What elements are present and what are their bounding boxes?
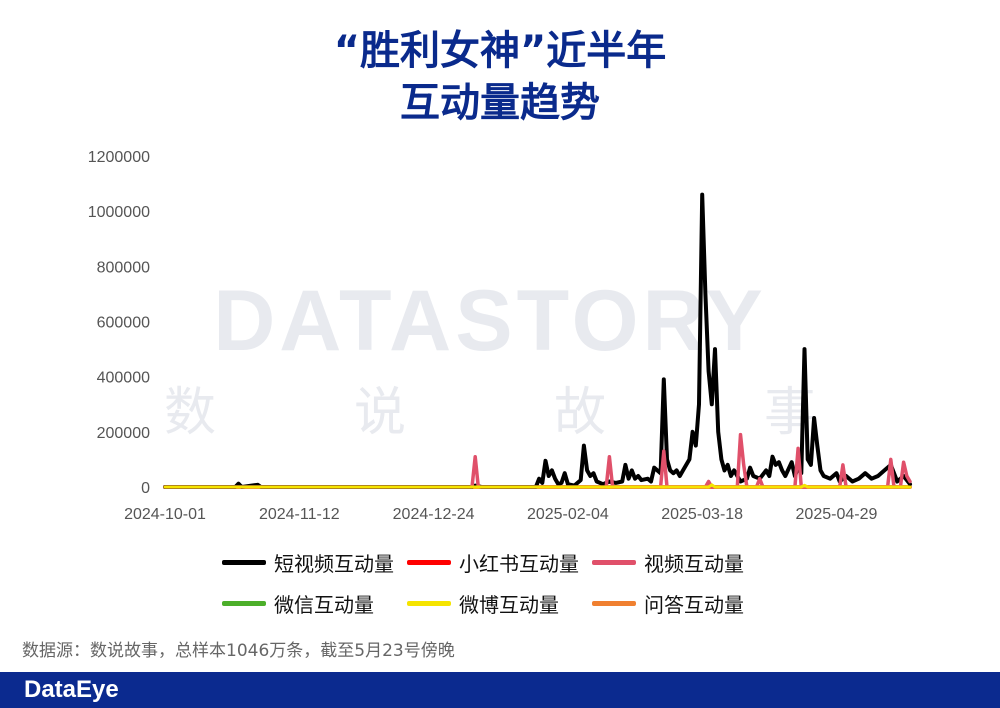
legend-item: 微信互动量 [222,589,407,618]
legend-label: 问答互动量 [644,593,744,617]
series-line-4 [163,483,912,489]
brand-logo: DataEye [24,676,119,703]
legend-label: 小红书互动量 [459,552,579,576]
x-tick-label: 2025-02-04 [527,506,609,523]
y-axis: 0 200000 400000 600000 800000 1000000 1200000 [88,149,150,497]
x-tick-label: 2025-03-18 [661,506,743,523]
legend-label: 微信互动量 [274,593,374,617]
legend-swatch [407,560,451,565]
legend: 短视频互动量 小红书互动量 视频互动量微信互动量 微博互动量 问答互动量 [222,548,782,618]
legend-swatch [222,601,266,606]
legend-item: 微博互动量 [407,589,592,618]
x-tick-label: 2024-10-01 [124,506,206,523]
legend-swatch [407,601,451,606]
legend-label: 微博互动量 [459,593,559,617]
watermark: DATASTORY 数 说 故 事 [164,273,816,443]
chart-title-line2: 互动量趋势 [400,80,600,126]
legend-swatch [592,560,636,565]
y-tick-label: 0 [141,480,150,497]
x-tick-label: 2024-12-24 [393,506,475,523]
line-chart: DATASTORY 数 说 故 事 0 200000 400000 600000 800… [88,149,912,523]
x-axis: 2024-10-01 2024-11-12 2024-12-24 2025-02-04… [124,487,910,523]
y-tick-label: 800000 [97,259,150,276]
y-tick-label: 200000 [97,425,150,442]
y-tick-label: 600000 [97,315,150,332]
x-tick-label: 2024-11-12 [259,506,340,523]
watermark-char: 数 [164,383,216,443]
legend-item: 视频互动量 [592,548,777,577]
watermark-char: 故 [554,383,606,443]
y-tick-label: 1000000 [88,204,150,221]
legend-swatch [592,601,636,606]
watermark-char: 说 [354,383,406,443]
y-tick-label: 1200000 [88,149,150,166]
chart-title-line1: “胜利女神”近半年 [333,28,667,74]
y-tick-label: 400000 [97,370,150,387]
x-tick-label: 2025-04-29 [796,506,878,523]
legend-item: 问答互动量 [592,589,777,618]
legend-item: 短视频互动量 [222,548,407,577]
footer-bar: DataEye [0,672,1000,708]
series-line-0 [163,192,912,489]
watermark-text: DATASTORY [213,273,767,369]
legend-label: 视频互动量 [644,552,744,576]
source-note: 数据源：数说故事，总样本1046万条，截至5月23号傍晚 [22,641,455,661]
legend-label: 短视频互动量 [274,552,394,576]
legend-item: 小红书互动量 [407,548,592,577]
series-layer [163,192,912,489]
legend-swatch [222,560,266,565]
